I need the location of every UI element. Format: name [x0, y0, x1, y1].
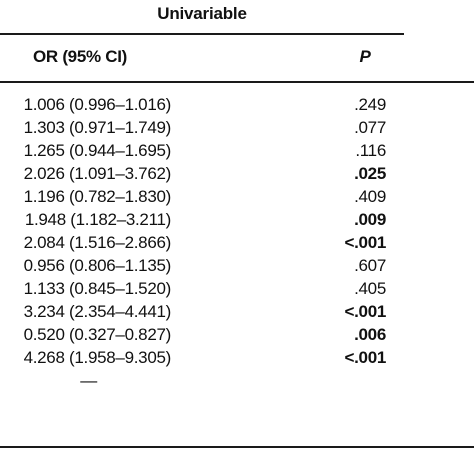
- or-ci-cell: 2.026 (1.091–3.762): [23, 164, 172, 183]
- or-ci-cell: 1.006 (0.996–1.016): [23, 95, 172, 114]
- p-value-cell: .607: [354, 256, 386, 275]
- p-value-cell: .006: [354, 325, 386, 344]
- table-row: 2.026 (1.091–3.762) .025: [0, 164, 474, 187]
- p-value-cell: .116: [355, 141, 386, 160]
- table-body: 1.006 (0.996–1.016) .249 1.303 (0.971–1.74…: [0, 95, 474, 394]
- p-value-cell: .025: [354, 164, 386, 183]
- bottom-rule: [0, 446, 474, 448]
- p-value-cell: <.001: [344, 302, 386, 321]
- column-header-p: P: [359, 47, 371, 66]
- or-ci-cell: 1.133 (0.845–1.520): [23, 279, 172, 298]
- or-ci-cell: 2.084 (1.516–2.866): [23, 233, 172, 252]
- table-row: 3.234 (2.354–4.441) <.001: [0, 302, 474, 325]
- or-ci-cell: 1.948 (1.182–3.211): [24, 210, 171, 229]
- table-row: 1.196 (0.782–1.830) .409: [0, 187, 474, 210]
- or-ci-cell: 1.303 (0.971–1.749): [23, 118, 172, 137]
- table-row: 1.006 (0.996–1.016) .249: [0, 95, 474, 118]
- or-ci-cell: 0.520 (0.327–0.827): [23, 325, 172, 344]
- table-row: 2.084 (1.516–2.866) <.001: [0, 233, 474, 256]
- column-header-or: OR (95% CI): [33, 47, 127, 66]
- table-row: 1.133 (0.845–1.520) .405: [0, 279, 474, 302]
- table-row: 0.520 (0.327–0.827) .006: [0, 325, 474, 348]
- or-ci-cell: 0.956 (0.806–1.135): [23, 256, 172, 275]
- p-value-cell: .249: [354, 95, 386, 114]
- table-row: 4.268 (1.958–9.305) <.001: [0, 348, 474, 371]
- or-ci-cell: —: [80, 371, 97, 390]
- p-value-cell: .009: [354, 210, 386, 229]
- table-row: 1.948 (1.182–3.211) .009: [0, 210, 474, 233]
- table-row: —: [0, 371, 474, 394]
- or-ci-cell: 4.268 (1.958–9.305): [23, 348, 172, 367]
- or-ci-cell: 3.234 (2.354–4.441): [23, 302, 172, 321]
- group-header-rule: [0, 33, 404, 35]
- or-ci-cell: 1.265 (0.944–1.695): [23, 141, 172, 160]
- header-rule: [0, 81, 474, 83]
- p-value-cell: <.001: [344, 233, 386, 252]
- table-row: 1.303 (0.971–1.749) .077: [0, 118, 474, 141]
- p-value-cell: .409: [354, 187, 386, 206]
- p-value-cell: .405: [354, 279, 386, 298]
- group-header: Univariable: [157, 4, 247, 23]
- table-row: 0.956 (0.806–1.135) .607: [0, 256, 474, 279]
- table-row: 1.265 (0.944–1.695) .116: [0, 141, 474, 164]
- p-value-cell: .077: [354, 118, 386, 137]
- p-value-cell: <.001: [344, 348, 386, 367]
- or-ci-cell: 1.196 (0.782–1.830): [23, 187, 172, 206]
